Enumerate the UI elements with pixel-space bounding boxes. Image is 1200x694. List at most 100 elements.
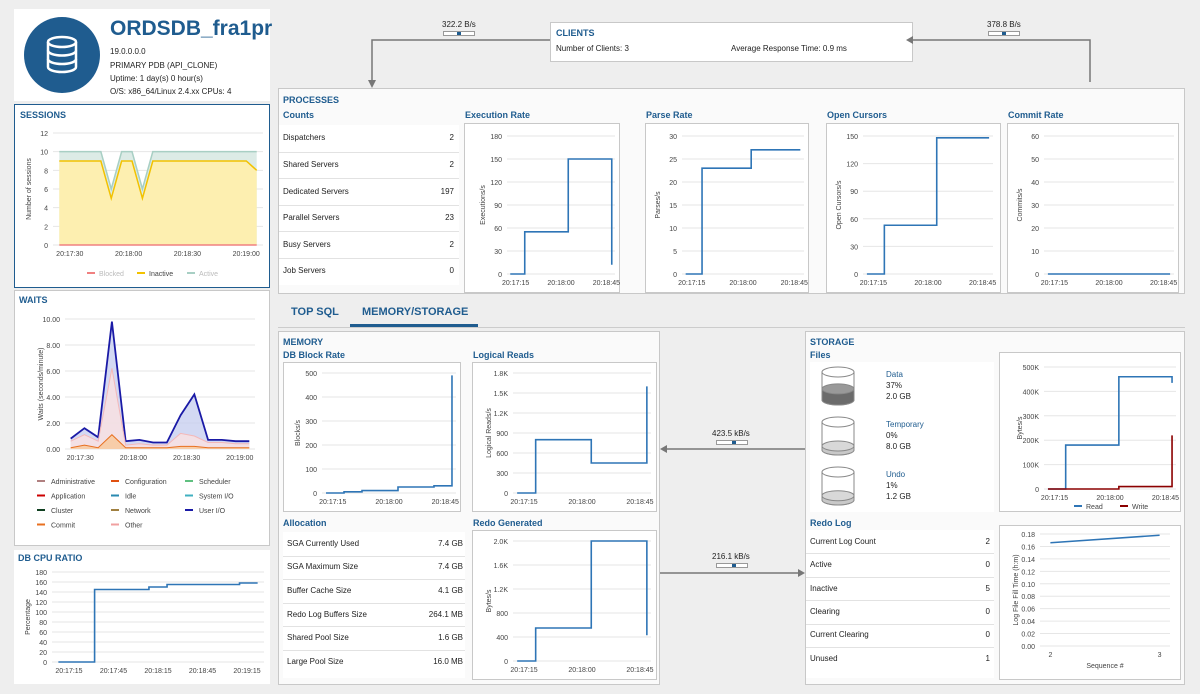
- commit-rate-panel[interactable]: 0 10 20 30 40 50 60 Commits/s 20:17:15 20:18:00 20…: [1007, 123, 1179, 293]
- y-tick-label: 500K: [1023, 365, 1040, 372]
- row-divider: [279, 231, 459, 233]
- x-tick-label: 20:18:00: [120, 455, 147, 462]
- y-axis-label: Bytes/s: [1017, 416, 1024, 439]
- inactive-area: [59, 161, 257, 245]
- file-pct: 1%: [886, 481, 898, 490]
- legend-label: System I/O: [199, 494, 234, 501]
- storage-panel: STORAGE Files Data 37% 2.0 GB Temporary 0% 8…: [805, 331, 1185, 685]
- y-tick-label: 200K: [1023, 438, 1040, 445]
- x-tick-label: 20:18:30: [174, 251, 201, 258]
- exec-series-line: [510, 158, 613, 275]
- y-tick-label: 20: [669, 180, 677, 187]
- y-axis-label: Log File Fill Time (h:m): [1013, 554, 1020, 625]
- y-axis-label: Parses/s: [655, 191, 662, 219]
- clients-title: CLIENTS: [556, 28, 595, 38]
- open-cursors-panel[interactable]: 0 30 60 90 120 150 Open Cursors/s 20:17:15 20:18…: [826, 123, 1001, 293]
- file-pct: 0%: [886, 431, 898, 440]
- x-tick-label: 20:19:00: [226, 455, 253, 462]
- waits-title: WAITS: [19, 295, 48, 305]
- disk-icon: [821, 366, 855, 406]
- x-tick-label: 20:17:15: [678, 280, 705, 287]
- x-tick-label: 20:19:00: [233, 251, 260, 258]
- y-axis-label: Commits/s: [1017, 188, 1024, 222]
- y-tick-label: 300K: [1023, 414, 1040, 421]
- y-tick-label: 180: [35, 570, 47, 577]
- row-divider: [279, 204, 459, 206]
- exec-rate-panel[interactable]: 0 30 60 90 120 150 180 Executions/s 20:17:15 20:1…: [464, 123, 620, 293]
- y-tick-label: 0: [504, 659, 508, 666]
- y-tick-label: 400: [496, 635, 508, 642]
- cpu-panel[interactable]: DB CPU RATIO 0 20 40 60 80 100 120 140 160 180 Per…: [14, 550, 270, 684]
- clients-panel[interactable]: CLIENTS Number of Clients: 3 Average Res…: [550, 22, 913, 62]
- allocation-label: Redo Log Buffers Size: [287, 609, 367, 619]
- y-tick-label: 2.00: [46, 421, 60, 428]
- logical-reads-panel[interactable]: 0 300 600 900 1.2K 1.5K 1.8K Logical Reads/s 20:…: [472, 362, 657, 512]
- x-tick-label: 20:17:45: [100, 668, 127, 675]
- process-count-label: Dispatchers: [283, 133, 326, 143]
- redo-log-value: 0: [985, 630, 990, 640]
- y-tick-label: 180: [490, 134, 502, 141]
- x-axis-label: Sequence #: [1086, 663, 1123, 670]
- sessions-panel[interactable]: SESSIONS 0 2 4 6 8 10 12 Number of sessions 20:1…: [14, 104, 270, 288]
- allocation-table: SGA Currently Used 7.4 GB SGA Maximum Size…: [283, 532, 465, 678]
- redo-log-title: Redo Log: [810, 518, 852, 528]
- redo-log-label: Inactive: [810, 583, 838, 593]
- y-axis-label: Executions/s: [480, 185, 487, 225]
- db-role: PRIMARY PDB (API_CLONE): [110, 61, 218, 70]
- y-tick-label: 4: [44, 206, 48, 213]
- processes-panel: PROCESSES Counts Dispatchers 2 Shared Serv…: [278, 88, 1185, 294]
- block-rate-panel[interactable]: 0 100 200 300 400 500 Blocks/s 20:17:15 20:18:00…: [283, 362, 461, 512]
- client-out-rate-gauge: [988, 31, 1020, 36]
- cpu-title: DB CPU RATIO: [18, 553, 83, 563]
- y-tick-label: 0.06: [1021, 607, 1035, 614]
- tab-top-sql[interactable]: TOP SQL: [291, 306, 339, 318]
- row-divider: [279, 151, 459, 153]
- open-cursors-chart: 0 30 60 90 120 150 Open Cursors/s 20:17:15 20:18…: [836, 134, 996, 287]
- client-out-rate: 378.8 B/s: [987, 20, 1021, 29]
- y-tick-label: 1.6K: [494, 563, 509, 570]
- legend-label: Idle: [125, 494, 136, 501]
- parse-rate-panel[interactable]: 0 5 10 15 20 25 30 Parses/s 20:17:15 20:18:00 20:1…: [645, 123, 809, 293]
- y-tick-label: 0.18: [1021, 532, 1035, 539]
- legend-label: Commit: [51, 523, 75, 530]
- cpu-chart: 0 20 40 60 80 100 120 140 160 180 Percentage 20:17:…: [25, 570, 264, 675]
- legend-label: Write: [1132, 504, 1148, 511]
- cpu-series-line: [58, 582, 258, 663]
- y-tick-label: 0.14: [1021, 557, 1035, 564]
- y-tick-label: 400: [305, 395, 317, 402]
- y-tick-label: 4.00: [46, 395, 60, 402]
- waits-panel[interactable]: WAITS 0.00 2.00 4.00 6.00 8.00 10.00 Waits (se…: [14, 290, 270, 546]
- db-version: 19.0.0.0.0: [110, 47, 146, 56]
- y-tick-label: 10: [1031, 249, 1039, 256]
- file-io-panel[interactable]: 0 100K 200K 300K 400K 500K Bytes/s 20:17:15 20:1…: [999, 352, 1181, 512]
- x-tick-label: 20:17:15: [55, 668, 82, 675]
- log-fill-panel[interactable]: 0.00 0.02 0.04 0.06 0.08 0.10 0.12 0.14 0.16 0.18…: [999, 525, 1181, 680]
- y-tick-label: 20: [1031, 226, 1039, 233]
- client-in-rate-gauge: [443, 31, 475, 36]
- db-name: ORDSDB_fra1pr: [110, 17, 273, 40]
- y-tick-label: 0: [313, 491, 317, 498]
- redo-log-value: 1: [985, 653, 990, 663]
- legend-label: Blocked: [99, 271, 124, 278]
- waits-line: [70, 321, 250, 444]
- file-size: 2.0 GB: [886, 392, 911, 401]
- file-pct: 37%: [886, 381, 903, 390]
- y-tick-label: 120: [846, 162, 858, 169]
- block-rate-chart: 0 100 200 300 400 500 Blocks/s 20:17:15 20:18:00…: [295, 371, 459, 506]
- y-tick-label: 80: [39, 620, 47, 627]
- tab-memory-storage[interactable]: MEMORY/STORAGE: [362, 306, 469, 318]
- y-tick-label: 10: [669, 226, 677, 233]
- redo-generated-panel[interactable]: 0 400 800 1.2K 1.6K 2.0K Bytes/s 20:17:15 20:18:…: [472, 530, 657, 680]
- y-tick-label: 0: [504, 491, 508, 498]
- process-count-value: 23: [445, 213, 454, 223]
- parse-series-line: [685, 148, 801, 275]
- memory-read-gauge: [716, 440, 748, 445]
- allocation-label: SGA Maximum Size: [287, 562, 359, 572]
- y-tick-label: 500: [305, 371, 317, 378]
- y-tick-label: 6.00: [46, 369, 60, 376]
- memory-write-rate: 216.1 kB/s: [712, 552, 750, 561]
- logical-reads-title: Logical Reads: [473, 350, 535, 360]
- y-tick-label: 0.12: [1021, 569, 1035, 576]
- legend-label: Active: [199, 271, 218, 278]
